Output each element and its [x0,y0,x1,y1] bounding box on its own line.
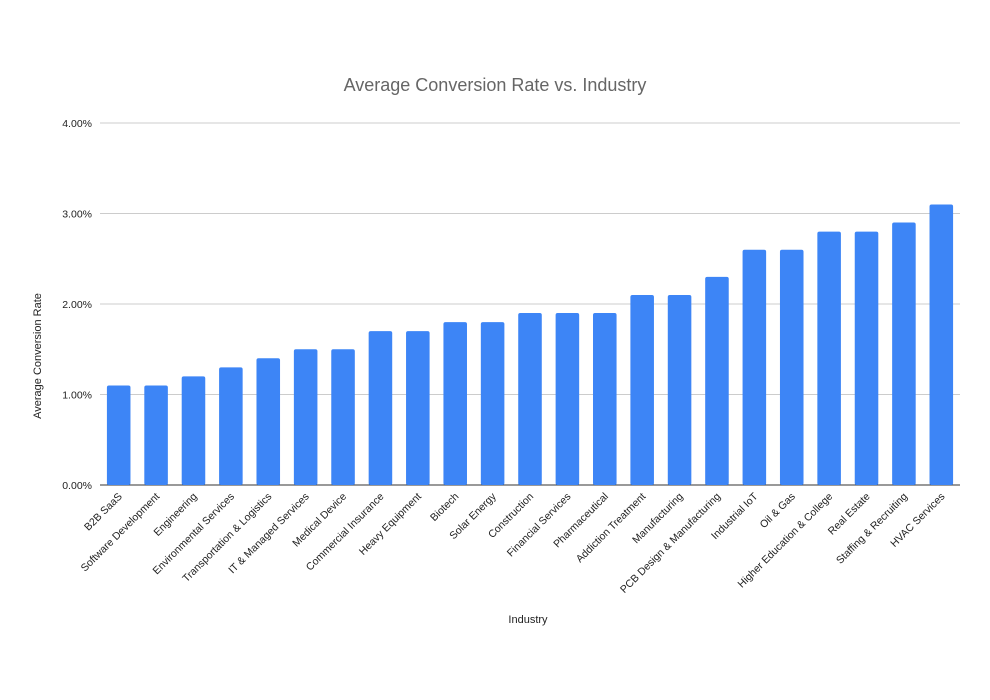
bar[interactable] [742,249,767,485]
bars [106,204,954,486]
bar[interactable] [892,222,916,486]
bar[interactable] [555,313,580,485]
bar[interactable] [593,313,617,485]
bar[interactable] [518,313,542,485]
bar[interactable] [817,231,841,485]
x-tick-label: Financial Services [505,491,574,560]
gridlines [100,122,960,486]
x-tick-label: Addiction Treatment [574,491,649,566]
y-tick-label: 3.00% [62,209,92,221]
bar[interactable] [219,367,243,485]
bar[interactable] [480,322,505,485]
bar[interactable] [630,294,654,485]
x-tick-label: Biotech [428,491,461,524]
bar[interactable] [443,322,467,485]
y-tick-label: 1.00% [62,390,92,402]
y-tick-label: 2.00% [62,299,92,311]
bar[interactable] [293,349,318,485]
bar[interactable] [331,349,355,485]
bar[interactable] [144,385,168,485]
bar[interactable] [705,276,729,485]
x-tick-label: Staffing & Recruiting [834,491,910,567]
bar[interactable] [106,385,131,485]
bar[interactable] [667,294,692,485]
chart-title: Average Conversion Rate vs. Industry [344,75,647,95]
bar[interactable] [181,376,206,485]
y-axis-label: Average Conversion Rate [32,293,44,419]
bar[interactable] [256,358,281,485]
y-tick-label: 4.00% [62,118,92,130]
bar[interactable] [368,331,393,485]
bar[interactable] [406,331,430,485]
bar[interactable] [929,204,954,485]
y-tick-labels: 0.00% 1.00% 2.00% 3.00% 4.00% [62,118,92,492]
x-axis-label: Industry [508,614,548,626]
bar[interactable] [779,249,804,485]
bar[interactable] [854,231,879,485]
y-tick-label: 0.00% [62,480,92,492]
